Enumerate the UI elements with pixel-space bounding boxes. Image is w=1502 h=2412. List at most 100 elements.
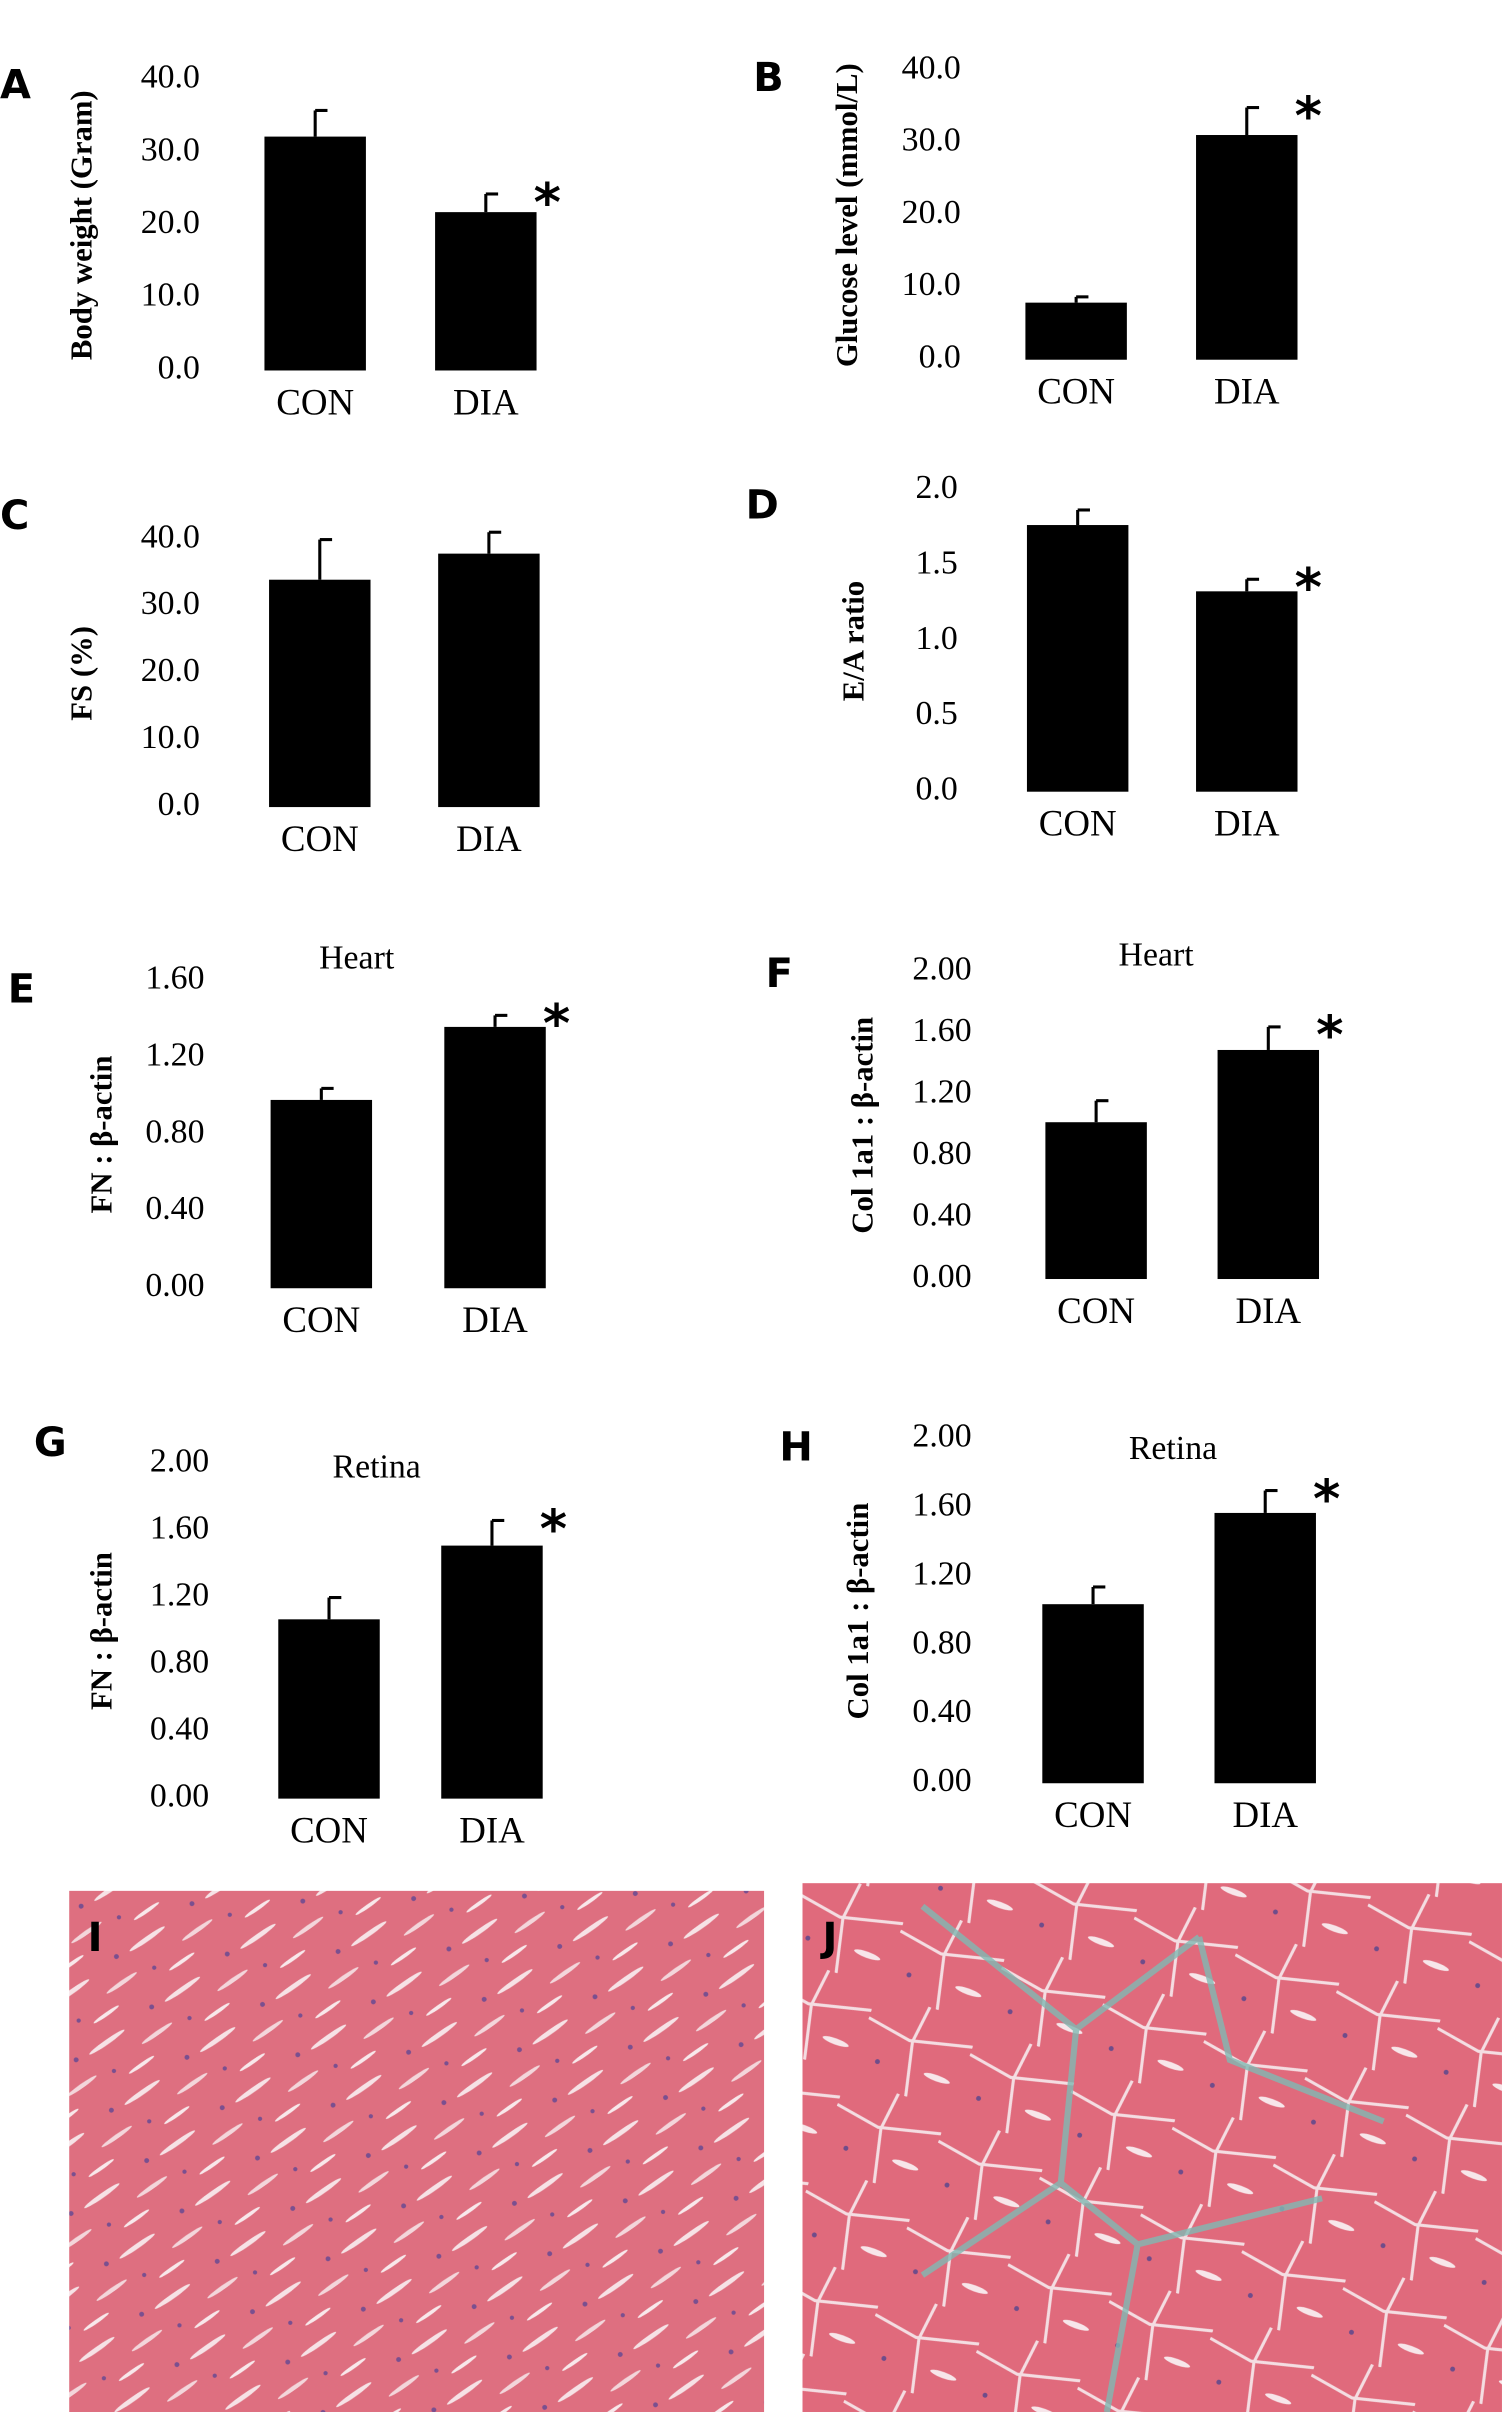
y-tick-label: 10.0 bbox=[141, 277, 200, 314]
y-tick-label: 40.0 bbox=[902, 49, 961, 86]
y-tick-label: 1.0 bbox=[915, 620, 957, 657]
bar bbox=[1026, 525, 1129, 792]
y-tick-label: 40.0 bbox=[141, 518, 200, 555]
x-tick-label: CON bbox=[276, 381, 354, 422]
y-tick-label: 1.60 bbox=[145, 960, 204, 997]
y-tick-label: 10.0 bbox=[902, 266, 961, 303]
y-tick-label: 1.20 bbox=[912, 1555, 971, 1592]
x-tick-label: CON bbox=[1039, 803, 1117, 844]
bar bbox=[270, 1099, 373, 1289]
bar bbox=[1025, 302, 1127, 360]
y-tick-label: 0.5 bbox=[915, 695, 957, 732]
y-tick-label: 20.0 bbox=[141, 652, 200, 689]
significance-mark: * bbox=[540, 1499, 567, 1560]
x-tick-label: DIA bbox=[459, 1809, 525, 1850]
y-tick-label: 10.0 bbox=[141, 719, 200, 756]
x-tick-label: DIA bbox=[456, 818, 522, 859]
significance-mark: * bbox=[1295, 86, 1322, 147]
significance-mark: * bbox=[543, 994, 570, 1055]
collagen-stain bbox=[920, 1903, 1385, 2412]
significance-mark: * bbox=[534, 172, 561, 233]
y-axis-label: Col 1a1 : β-actin bbox=[846, 1017, 880, 1234]
x-tick-label: CON bbox=[290, 1809, 368, 1850]
y-axis-label: FN : β-actin bbox=[85, 1056, 119, 1214]
y-axis-label: FN : β-actin bbox=[85, 1552, 119, 1710]
y-tick-label: 0.40 bbox=[912, 1196, 971, 1233]
y-tick-label: 0.00 bbox=[145, 1267, 204, 1304]
y-tick-label: 2.00 bbox=[912, 950, 971, 987]
panel-letter: G bbox=[34, 1420, 67, 1466]
bar bbox=[1042, 1604, 1144, 1784]
y-tick-label: 1.20 bbox=[145, 1036, 204, 1073]
panel-letter: E bbox=[8, 967, 35, 1013]
x-tick-label: DIA bbox=[1236, 1290, 1302, 1331]
bar bbox=[264, 136, 366, 371]
y-axis-label: E/A ratio bbox=[836, 581, 870, 701]
x-tick-label: DIA bbox=[453, 381, 519, 422]
y-tick-label: 1.20 bbox=[150, 1576, 209, 1613]
x-tick-label: CON bbox=[1037, 371, 1115, 412]
y-tick-label: 0.40 bbox=[150, 1710, 209, 1747]
y-tick-label: 0.80 bbox=[150, 1643, 209, 1680]
y-tick-label: 0.00 bbox=[912, 1762, 971, 1799]
bar bbox=[278, 1619, 380, 1799]
y-tick-label: 20.0 bbox=[141, 204, 200, 241]
y-tick-label: 0.80 bbox=[145, 1113, 204, 1150]
y-tick-label: 1.5 bbox=[915, 544, 957, 581]
x-tick-label: CON bbox=[281, 818, 359, 859]
y-tick-label: 30.0 bbox=[141, 131, 200, 168]
histology-image bbox=[69, 1890, 765, 2412]
y-tick-label: 0.00 bbox=[150, 1777, 209, 1814]
x-tick-label: CON bbox=[1054, 1794, 1132, 1835]
y-tick-label: 1.60 bbox=[150, 1509, 209, 1546]
significance-mark: * bbox=[1295, 558, 1322, 619]
y-tick-label: 40.0 bbox=[141, 59, 200, 96]
panel-letter: B bbox=[753, 55, 783, 101]
panel-letter: I bbox=[88, 1915, 103, 1961]
y-tick-label: 0.00 bbox=[912, 1258, 971, 1295]
bar bbox=[1217, 1049, 1320, 1280]
histology-image bbox=[802, 1883, 1502, 2412]
y-axis-label: Col 1a1 : β-actin bbox=[841, 1503, 875, 1720]
bar bbox=[1196, 135, 1298, 360]
y-tick-label: 0.0 bbox=[158, 349, 200, 386]
y-tick-label: 0.40 bbox=[912, 1693, 971, 1730]
x-tick-label: DIA bbox=[462, 1299, 528, 1340]
bar bbox=[1214, 1512, 1316, 1784]
significance-mark: * bbox=[1316, 1005, 1343, 1066]
y-tick-label: 0.0 bbox=[919, 338, 961, 375]
bar bbox=[438, 553, 540, 808]
x-tick-label: DIA bbox=[1214, 371, 1280, 412]
y-tick-label: 1.60 bbox=[912, 1012, 971, 1049]
chart-title: Retina bbox=[1129, 1430, 1217, 1467]
chart-title: Heart bbox=[319, 940, 395, 977]
bar bbox=[435, 212, 537, 371]
chart-title: Heart bbox=[1119, 936, 1195, 973]
y-tick-label: 0.40 bbox=[145, 1190, 204, 1227]
x-tick-label: CON bbox=[282, 1299, 360, 1340]
bar bbox=[444, 1026, 546, 1289]
y-tick-label: 1.20 bbox=[912, 1073, 971, 1110]
panel-letter: F bbox=[766, 951, 793, 997]
chart-title: Retina bbox=[333, 1448, 421, 1485]
y-axis-label: Glucose level (mmol/L) bbox=[830, 63, 864, 367]
y-tick-label: 20.0 bbox=[902, 194, 961, 231]
y-tick-label: 30.0 bbox=[902, 122, 961, 159]
y-axis-label: Body weight (Gram) bbox=[65, 90, 99, 360]
x-tick-label: DIA bbox=[1214, 803, 1280, 844]
bar bbox=[269, 579, 371, 808]
significance-mark: * bbox=[1313, 1469, 1340, 1530]
bar bbox=[1196, 591, 1298, 792]
bar bbox=[1045, 1122, 1147, 1280]
y-tick-label: 2.0 bbox=[915, 469, 957, 506]
x-tick-label: DIA bbox=[1232, 1794, 1298, 1835]
y-tick-label: 0.0 bbox=[158, 786, 200, 823]
panel-letter: J bbox=[819, 1915, 837, 1961]
y-tick-label: 0.80 bbox=[912, 1135, 971, 1172]
panel-letter: C bbox=[0, 493, 29, 539]
y-tick-label: 2.00 bbox=[912, 1418, 971, 1455]
y-tick-label: 2.00 bbox=[150, 1442, 209, 1479]
bar bbox=[441, 1545, 543, 1799]
y-tick-label: 0.80 bbox=[912, 1624, 971, 1661]
